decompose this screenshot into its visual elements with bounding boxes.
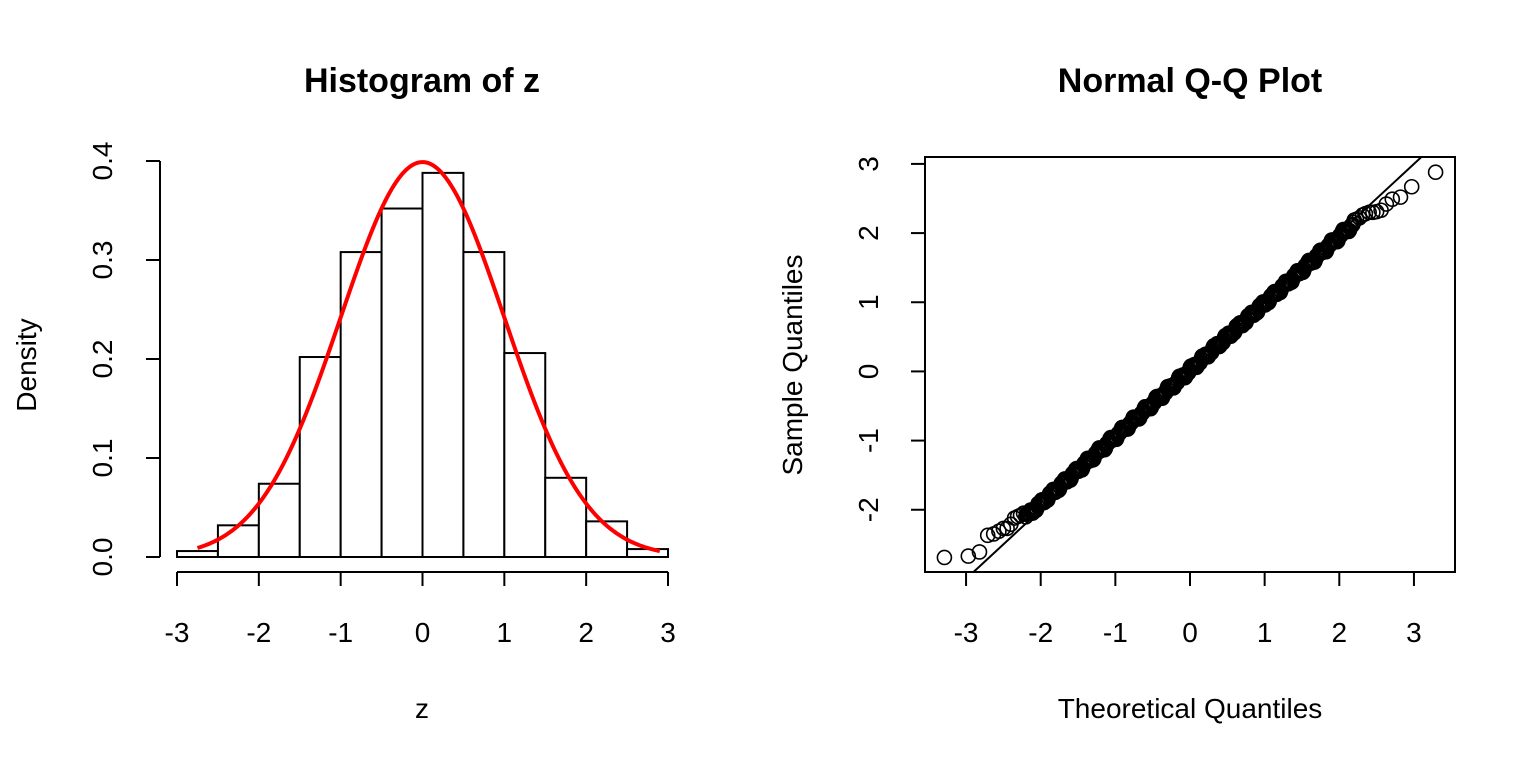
qq-x-label: Theoretical Quantiles: [1058, 693, 1323, 724]
qq-point: [971, 544, 988, 560]
histogram-bars: [176, 171, 669, 559]
histogram-bar-3: [298, 356, 342, 558]
histogram-bar-5: [380, 207, 424, 559]
qq-title: Normal Q-Q Plot: [1058, 62, 1322, 100]
histogram-bar-6: [421, 171, 465, 558]
histogram-bar-11: [626, 548, 669, 559]
qq-y-label: Sample Quantiles: [777, 254, 808, 475]
normal-density-curve: [196, 160, 661, 554]
histogram-bar-0: [176, 550, 219, 558]
histogram-x-axis: -3 -2 -1 0 1 2 3: [165, 571, 676, 648]
qq-y-tick-label: 1: [853, 294, 884, 310]
qq-point: [1361, 204, 1377, 221]
qq-x-tick-label: -3: [954, 617, 979, 648]
qq-y-axis: -2 -1 0 1 2 3: [853, 156, 925, 522]
qq-plot-area: [936, 157, 1444, 572]
histogram-bar-8: [503, 352, 547, 558]
histogram-x-tick-label: 0: [415, 617, 431, 648]
qq-point: [960, 548, 977, 564]
qq-point: [999, 520, 1015, 537]
qq-y-tick-label: 3: [853, 156, 884, 172]
qq-y-tick-label: -2: [853, 497, 884, 522]
qq-x-tick-label: -1: [1103, 617, 1128, 648]
histogram-y-tick-label: 0.1: [87, 439, 118, 478]
histogram-x-label: z: [415, 693, 429, 724]
qq-x-tick-label: 0: [1182, 617, 1198, 648]
qq-point: [1384, 191, 1401, 207]
qq-point: [1012, 507, 1029, 524]
histogram-x-tick-label: 3: [660, 617, 676, 648]
qq-point: [936, 549, 953, 566]
qq-y-tick-label: -1: [853, 428, 884, 453]
qq-point: [995, 520, 1012, 537]
qq-panel: Normal Q-Q Plot -3 -2 -1 0 1 2 3 -2 -1 0 1 2 3 Theo…: [777, 62, 1456, 724]
histogram-bar-9: [544, 476, 588, 558]
histogram-panel: Histogram of z -3 -2 -1 0 1 2 3 0.00.10.20.30.…: [11, 62, 676, 724]
histogram-x-tick-label: -2: [246, 617, 271, 648]
histogram-y-tick-label: 0.2: [87, 340, 118, 379]
histogram-title: Histogram of z: [304, 62, 540, 100]
histogram-x-tick-label: 1: [497, 617, 513, 648]
qq-point: [1427, 164, 1444, 181]
qq-point: [979, 527, 996, 544]
qq-x-tick-label: 1: [1257, 617, 1273, 648]
qq-x-tick-label: 2: [1332, 617, 1348, 648]
qq-point: [991, 523, 1007, 539]
histogram-bar-1: [216, 524, 260, 559]
qq-x-tick-label: -2: [1028, 617, 1053, 648]
qq-point: [1015, 505, 1032, 522]
histogram-x-tick-label: -3: [165, 617, 190, 648]
qq-y-tick-label: 0: [853, 364, 884, 380]
qq-x-axis: -3 -2 -1 0 1 2 3: [954, 571, 1422, 648]
histogram-y-label: Density: [11, 318, 42, 411]
histogram-y-tick-label: 0.3: [87, 241, 118, 280]
qq-points: [936, 164, 1444, 566]
qq-point: [1403, 178, 1420, 195]
qq-x-tick-label: 3: [1406, 617, 1422, 648]
histogram-y-tick-label: 0.0: [87, 538, 118, 577]
histogram-x-tick-label: -1: [328, 617, 353, 648]
histogram-y-axis: 0.0 0.1 0.2 0.3 0.4: [87, 142, 161, 577]
histogram-y-tick-label: 0.4: [87, 142, 118, 181]
histogram-x-tick-label: 2: [578, 617, 594, 648]
qq-point: [1392, 189, 1409, 205]
qq-y-tick-label: 2: [853, 225, 884, 241]
